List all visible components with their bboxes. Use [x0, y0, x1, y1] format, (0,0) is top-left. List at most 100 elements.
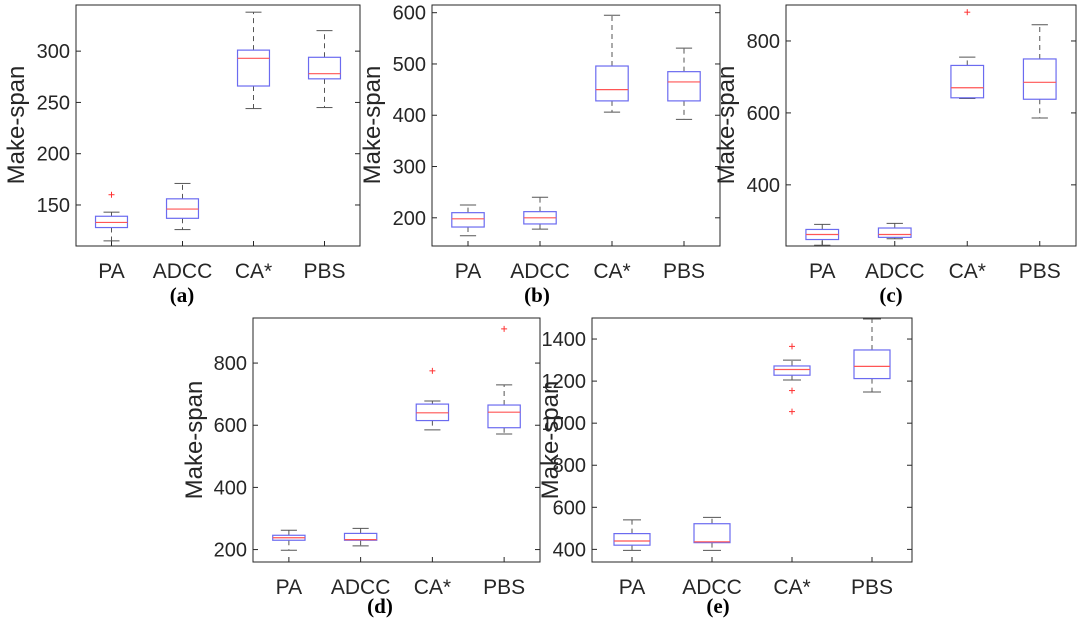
y-tick-label: 150: [37, 195, 70, 217]
iqr-box: [343, 532, 378, 541]
axes-frame: [431, 4, 721, 247]
box-pbs: [307, 30, 342, 109]
outlier-marker: [789, 387, 795, 394]
x-tick-label: PBS: [303, 260, 345, 283]
box-pbs: [853, 318, 891, 393]
panel-caption: (b): [524, 283, 550, 307]
y-tick-label: 400: [393, 105, 426, 127]
box-ca-star: [415, 367, 450, 431]
y-tick-label: 250: [37, 92, 70, 114]
box-pa: [94, 191, 129, 242]
panel-a: 150 200 250 300 Make-span PA ADCC CA* PBS (a): [3, 4, 361, 307]
box-pa: [272, 529, 306, 551]
y-tick-label: 200: [214, 540, 247, 562]
iqr-box: [487, 404, 521, 429]
panel-caption: (c): [879, 283, 902, 307]
outlier-marker: [429, 367, 436, 374]
outlier-marker: [789, 343, 795, 350]
x-tick-label: ADCC: [331, 576, 391, 599]
box-pbs: [1022, 24, 1057, 119]
iqr-box: [950, 64, 985, 99]
x-tick-label: CA*: [235, 260, 272, 283]
y-axis-label: Make-span: [537, 381, 564, 500]
x-tick-label: ADCC: [865, 260, 925, 283]
x-tick-label: ADCC: [682, 576, 742, 599]
iqr-box: [451, 212, 485, 228]
iqr-box: [613, 533, 651, 546]
outlier-marker: [108, 191, 115, 198]
panel-caption: (a): [170, 283, 195, 307]
x-tick-label: CA*: [593, 260, 630, 283]
iqr-box: [877, 227, 912, 238]
y-tick-label: 500: [393, 54, 426, 76]
panel-c: 400 600 800 Make-span PA ADCC CA* PBS (c): [713, 4, 1077, 307]
x-tick-label: CA*: [414, 576, 451, 599]
box-ca-star: [236, 11, 271, 110]
x-tick-label: ADCC: [510, 260, 570, 283]
y-tick-label: 600: [553, 497, 586, 519]
y-tick-label: 1400: [542, 329, 587, 351]
y-tick-label: 200: [393, 208, 426, 230]
x-tick-label: PBS: [1019, 260, 1061, 283]
box-ca-star: [595, 14, 629, 113]
y-tick-label: 1000: [542, 413, 587, 435]
box-adcc: [343, 527, 378, 547]
panel-d: 200 400 600 800 Make-span PA ADCC CA* PBS (d): [181, 317, 541, 618]
iqr-box: [307, 56, 342, 80]
y-tick-label: 300: [37, 41, 70, 63]
y-tick-label: 400: [553, 539, 586, 561]
y-tick-label: 800: [214, 353, 247, 375]
y-axis-label: Make-span: [359, 66, 386, 185]
y-tick-label: 600: [747, 103, 780, 125]
iqr-box: [595, 65, 629, 102]
axes-frame: [252, 317, 541, 563]
box-adcc: [165, 182, 200, 231]
y-tick-label: 1200: [542, 371, 587, 393]
y-tick-label: 400: [214, 477, 247, 499]
panel-b: 200 300 400 500 600 Make-span PA ADCC CA* PBS (b): [359, 3, 721, 307]
x-tick-label: ADCC: [153, 260, 213, 283]
x-tick-label: PA: [455, 260, 481, 283]
iqr-box: [667, 71, 701, 102]
y-axis-label: Make-span: [713, 66, 740, 185]
x-tick-label: PBS: [851, 576, 893, 599]
x-tick-label: PA: [809, 260, 835, 283]
x-tick-label: CA*: [949, 260, 986, 283]
axes-frame: [75, 4, 361, 247]
x-tick-label: PA: [276, 576, 302, 599]
box-ca-star: [773, 343, 811, 415]
outlier-marker: [964, 9, 971, 16]
box-pa: [613, 519, 651, 551]
y-axis-label: Make-span: [181, 381, 208, 500]
y-tick-label: 400: [747, 175, 780, 197]
y-axis-label: Make-span: [3, 66, 30, 185]
y-tick-label: 600: [393, 3, 426, 25]
x-tick-label: PA: [98, 260, 124, 283]
box-ca-star: [950, 9, 985, 100]
axes-frame: [591, 317, 913, 563]
box-pa: [805, 223, 840, 246]
axes-frame: [785, 4, 1077, 247]
iqr-box: [1022, 58, 1057, 100]
x-tick-label: CA*: [773, 576, 810, 599]
y-tick-label: 300: [393, 157, 426, 179]
iqr-box: [853, 349, 891, 380]
outlier-marker: [501, 325, 508, 332]
y-tick-label: 600: [214, 415, 247, 437]
y-tick-label: 200: [37, 144, 70, 166]
x-tick-label: PBS: [483, 576, 525, 599]
y-tick-label: 800: [553, 455, 586, 477]
iqr-box: [693, 523, 731, 544]
box-adcc: [693, 516, 731, 551]
x-tick-label: PA: [619, 576, 645, 599]
box-pbs: [667, 47, 701, 120]
box-pbs: [487, 325, 521, 435]
iqr-box: [236, 49, 271, 87]
y-tick-label: 800: [747, 31, 780, 53]
outlier-marker: [789, 408, 795, 415]
iqr-box: [773, 365, 811, 376]
panel-caption: (e): [706, 594, 729, 618]
box-adcc: [523, 196, 557, 230]
box-pa: [451, 204, 485, 237]
